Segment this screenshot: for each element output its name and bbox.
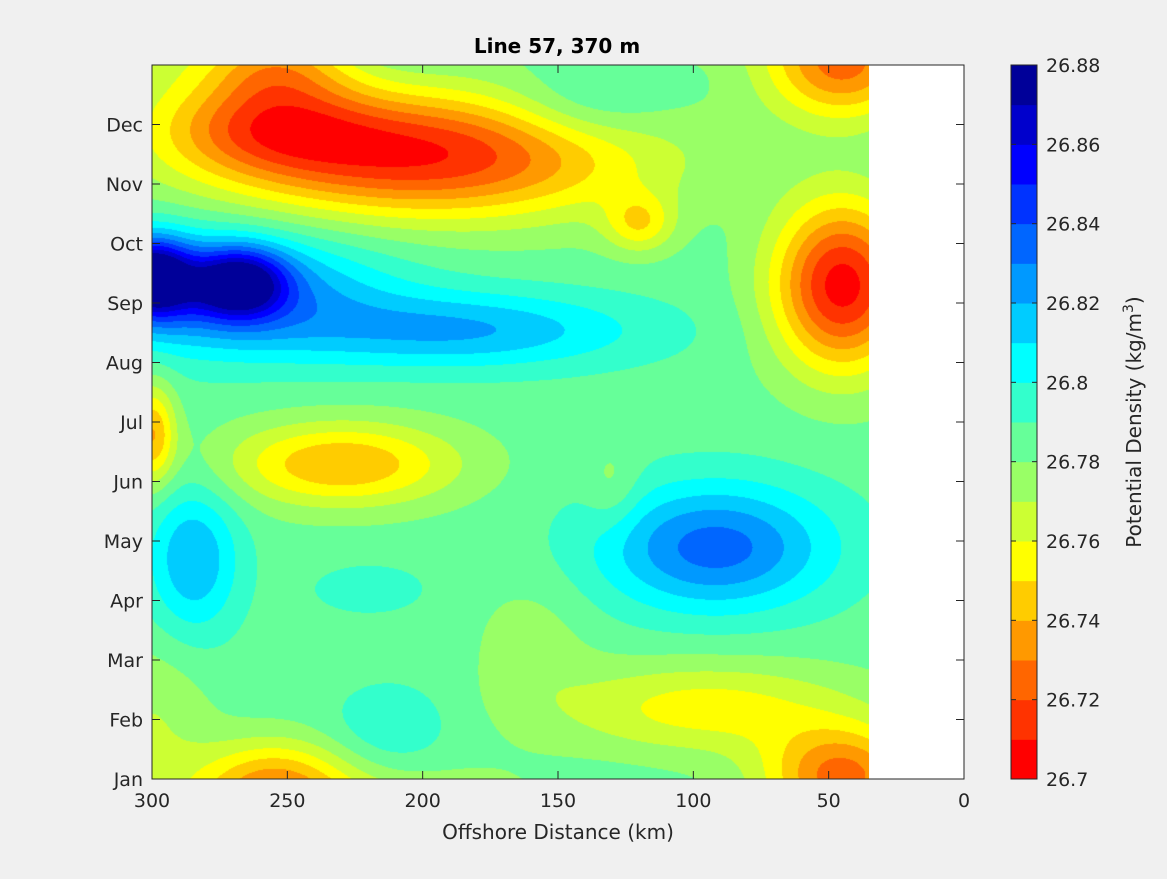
colorbar-swatch	[1011, 580, 1037, 621]
y-tick-label: Apr	[110, 591, 143, 613]
colorbar-swatch	[1011, 342, 1037, 383]
plot-area: 300 250 200 150 100 50 0 Jan Feb Mar Apr May Jun Jul…	[104, 64, 970, 812]
colorbar-label-superscript: 3	[1121, 304, 1137, 313]
colorbar-swatch	[1011, 263, 1037, 304]
colorbar-tick-label: 26.82	[1046, 293, 1100, 315]
y-tick-label: Dec	[106, 115, 143, 137]
colorbar-tick-label: 26.78	[1046, 452, 1100, 474]
colorbar-swatch	[1011, 620, 1037, 661]
colorbar-tick-label: 26.76	[1046, 531, 1100, 553]
colorbar-tick-label: 26.72	[1046, 690, 1100, 712]
x-tick-label: 150	[540, 790, 576, 812]
colorbar-swatch	[1011, 660, 1037, 701]
x-axis-ticks: 300 250 200 150 100 50 0	[134, 65, 970, 812]
colorbar-tick-label: 26.7	[1046, 769, 1088, 791]
y-tick-label: Jul	[119, 412, 143, 434]
colorbar-swatch	[1011, 739, 1037, 780]
y-tick-label: May	[104, 531, 143, 553]
x-tick-label: 0	[958, 790, 970, 812]
y-tick-label: Nov	[106, 174, 143, 196]
colorbar-swatch	[1011, 541, 1037, 582]
y-tick-label: Mar	[107, 650, 143, 672]
colorbar-swatch	[1011, 65, 1037, 106]
colorbar-swatch	[1011, 144, 1037, 185]
x-tick-label: 100	[675, 790, 711, 812]
colorbar-swatch	[1011, 184, 1037, 225]
x-tick-label: 250	[269, 790, 305, 812]
colorbar-swatch	[1011, 223, 1037, 264]
colorbar-swatch	[1011, 303, 1037, 344]
colorbar-swatch	[1011, 382, 1037, 423]
colorbar-swatch	[1011, 461, 1037, 502]
y-tick-label: Sep	[107, 293, 143, 315]
colorbar-label: Potential Density (kg/m3)	[1121, 296, 1146, 547]
colorbar-tick-label: 26.8	[1046, 372, 1088, 394]
colorbar-swatches	[1011, 65, 1037, 780]
colorbar-label-text: Potential Density (kg/m	[1122, 313, 1146, 548]
x-tick-label: 200	[405, 790, 441, 812]
chart-title: Line 57, 370 m	[474, 34, 640, 58]
y-tick-label: Aug	[106, 353, 143, 375]
x-tick-label: 300	[134, 790, 170, 812]
y-tick-label: Jun	[112, 472, 143, 494]
x-tick-label: 50	[817, 790, 841, 812]
colorbar-swatch	[1011, 699, 1037, 740]
y-tick-label: Oct	[110, 234, 143, 256]
colorbar-frame	[1010, 64, 1038, 780]
colorbar-tick-label: 26.86	[1046, 134, 1100, 156]
colorbar-tick-label: 26.88	[1046, 55, 1100, 77]
colorbar-label-end: )	[1122, 296, 1146, 304]
colorbar-ticks: 26.7 26.72 26.74 26.76 26.78 26.8 26.82 26.84 26…	[1011, 55, 1100, 791]
y-tick-label: Feb	[109, 710, 143, 732]
y-axis-ticks: Jan Feb Mar Apr May Jun Jul Aug Sep Oct Nov Dec	[104, 115, 964, 791]
colorbar-tick-label: 26.74	[1046, 610, 1100, 632]
colorbar: 26.7 26.72 26.74 26.76 26.78 26.8 26.82 26.84 26…	[1010, 55, 1146, 791]
density-contour-image	[152, 65, 869, 779]
colorbar-swatch	[1011, 422, 1037, 463]
colorbar-swatch	[1011, 104, 1037, 145]
x-axis-label: Offshore Distance (km)	[442, 820, 674, 844]
colorbar-tick-label: 26.84	[1046, 214, 1100, 236]
colorbar-swatch	[1011, 501, 1037, 542]
y-tick-label: Jan	[113, 769, 143, 791]
